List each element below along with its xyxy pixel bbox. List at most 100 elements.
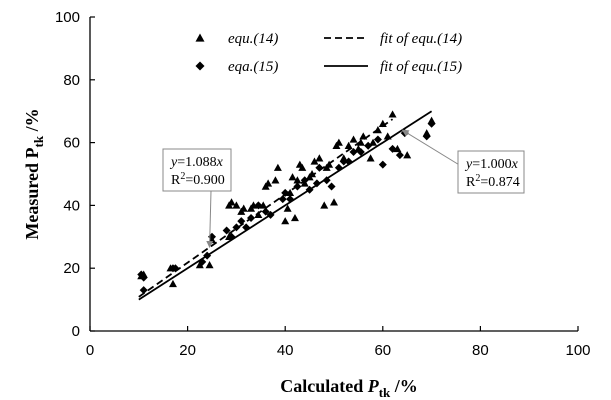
triangle-point <box>232 201 241 209</box>
diamond-point <box>395 151 404 160</box>
triangle-point <box>315 154 324 162</box>
triangle-point <box>195 261 204 269</box>
x-tick-label: 100 <box>565 342 590 359</box>
triangle-point <box>168 279 177 288</box>
diamond-point <box>378 160 387 169</box>
triangle-point <box>286 188 295 197</box>
triangle-point <box>264 179 273 187</box>
diamond-point <box>261 207 270 216</box>
annotation-box-1 <box>162 148 232 192</box>
legend-label: equ.(14) <box>228 31 278 47</box>
y-tick-label: 20 <box>63 260 80 277</box>
diamond-point <box>388 144 397 153</box>
annotation-box-2 <box>457 150 525 194</box>
triangle-point <box>283 204 292 212</box>
triangle-point <box>227 198 236 206</box>
diamond-point <box>312 179 321 188</box>
triangle-point <box>383 132 392 140</box>
triangle-point <box>205 261 214 269</box>
triangle-point <box>249 201 258 209</box>
triangle-point <box>388 110 397 118</box>
triangle-point <box>344 141 353 149</box>
diamond-point <box>286 195 295 204</box>
y-tick-label: 80 <box>63 72 80 89</box>
triangle-point <box>378 119 387 127</box>
triangle-point <box>310 157 319 165</box>
legend-label: eqa.(15) <box>228 59 278 75</box>
triangle-point <box>281 217 290 225</box>
triangle-point <box>403 151 412 159</box>
triangle-point <box>298 163 307 171</box>
triangle-point <box>359 132 368 140</box>
annotation-r2-1: R2=0.900 <box>171 171 225 188</box>
diamond-point <box>198 257 207 266</box>
triangle-point <box>320 201 329 209</box>
diamond-point <box>293 182 302 191</box>
triangle-point <box>288 173 297 181</box>
diamond-point <box>237 217 246 226</box>
triangle-point <box>271 176 280 184</box>
triangle-point <box>293 176 302 184</box>
diamond-point <box>315 163 324 172</box>
triangle-point <box>308 170 317 178</box>
diamond-point <box>222 226 231 235</box>
legend: equ.(14) eqa.(15) fit of equ.(14) fit of eq… <box>195 31 462 75</box>
diamond-point <box>139 286 148 295</box>
annotation-r2-2: R2=0.874 <box>466 173 520 190</box>
diamond-point <box>247 213 256 222</box>
diamond-point <box>334 163 343 172</box>
triangle-point <box>373 126 382 134</box>
annotation-equation-2: y=1.000x <box>464 157 519 172</box>
triangle-point <box>259 201 268 209</box>
diamond-point <box>300 176 309 185</box>
diamond-point <box>227 232 236 241</box>
diamond-point <box>344 157 353 166</box>
diamond-point <box>254 201 263 210</box>
diamond-point <box>427 119 436 128</box>
y-tick-label: 0 <box>72 323 80 340</box>
x-tick-label: 80 <box>472 342 489 359</box>
y-tick-label: 40 <box>63 197 80 214</box>
triangle-point <box>356 138 365 146</box>
triangle-point <box>254 210 263 219</box>
axis-titles: Calculated Ptk /% Measured Ptk /% <box>22 108 418 400</box>
diamond-point <box>339 157 348 166</box>
diamond-point <box>171 264 180 273</box>
diamond-point <box>373 135 382 144</box>
x-tick-label: 20 <box>179 342 196 359</box>
triangle-point <box>369 138 378 146</box>
triangle-point <box>330 198 338 206</box>
diamond-point <box>203 251 212 260</box>
triangle-point <box>334 138 343 146</box>
diamond-point <box>266 210 275 219</box>
triangle-point <box>325 160 334 168</box>
annotation-leader-2 <box>401 129 462 167</box>
annotation-leader-1 <box>206 190 214 248</box>
diamond-point <box>422 132 431 141</box>
x-axis-title: Calculated Ptk /% <box>280 376 418 400</box>
diamond-point <box>349 148 358 157</box>
diamond-point <box>327 182 336 191</box>
legend-label: fit of equ.(14) <box>380 31 462 47</box>
diamond-point <box>232 223 241 232</box>
triangle-point <box>273 163 282 171</box>
y-axis-title: Measured Ptk /% <box>22 108 46 239</box>
diamond-point <box>242 223 251 232</box>
axes: 0 20 40 60 80 100 0 20 40 60 80 100 <box>55 9 591 359</box>
triangle-point <box>366 154 375 162</box>
triangle-point <box>290 213 299 222</box>
diamond-point <box>305 185 314 194</box>
diamond-point <box>281 188 290 197</box>
triangle-point <box>393 144 402 153</box>
legend-label: fit of equ.(15) <box>380 59 462 75</box>
triangle-point <box>349 135 358 143</box>
diamond-point <box>356 148 365 157</box>
diamond-point <box>322 176 331 185</box>
diamond-point <box>139 273 148 282</box>
diamond-point <box>364 141 373 150</box>
data-points <box>137 110 436 295</box>
triangle-point <box>239 204 248 212</box>
legend-diamond-marker <box>195 61 205 71</box>
